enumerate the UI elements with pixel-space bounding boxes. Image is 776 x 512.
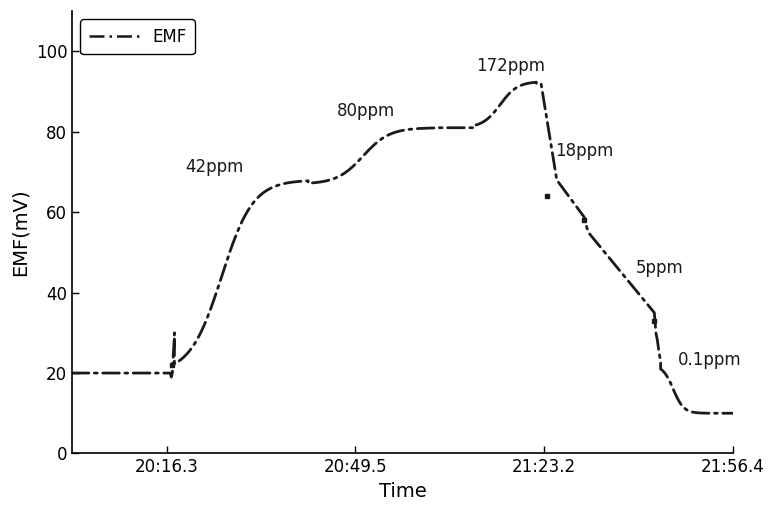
Y-axis label: EMF(mV): EMF(mV) [11,188,30,276]
Legend: EMF: EMF [81,19,195,54]
Text: 42ppm: 42ppm [185,158,244,176]
Text: 172ppm: 172ppm [476,57,546,75]
X-axis label: Time: Time [379,482,427,501]
Text: 5ppm: 5ppm [636,259,683,276]
Text: 0.1ppm: 0.1ppm [678,351,742,369]
Text: 18ppm: 18ppm [555,142,614,160]
Text: 80ppm: 80ppm [337,102,395,120]
